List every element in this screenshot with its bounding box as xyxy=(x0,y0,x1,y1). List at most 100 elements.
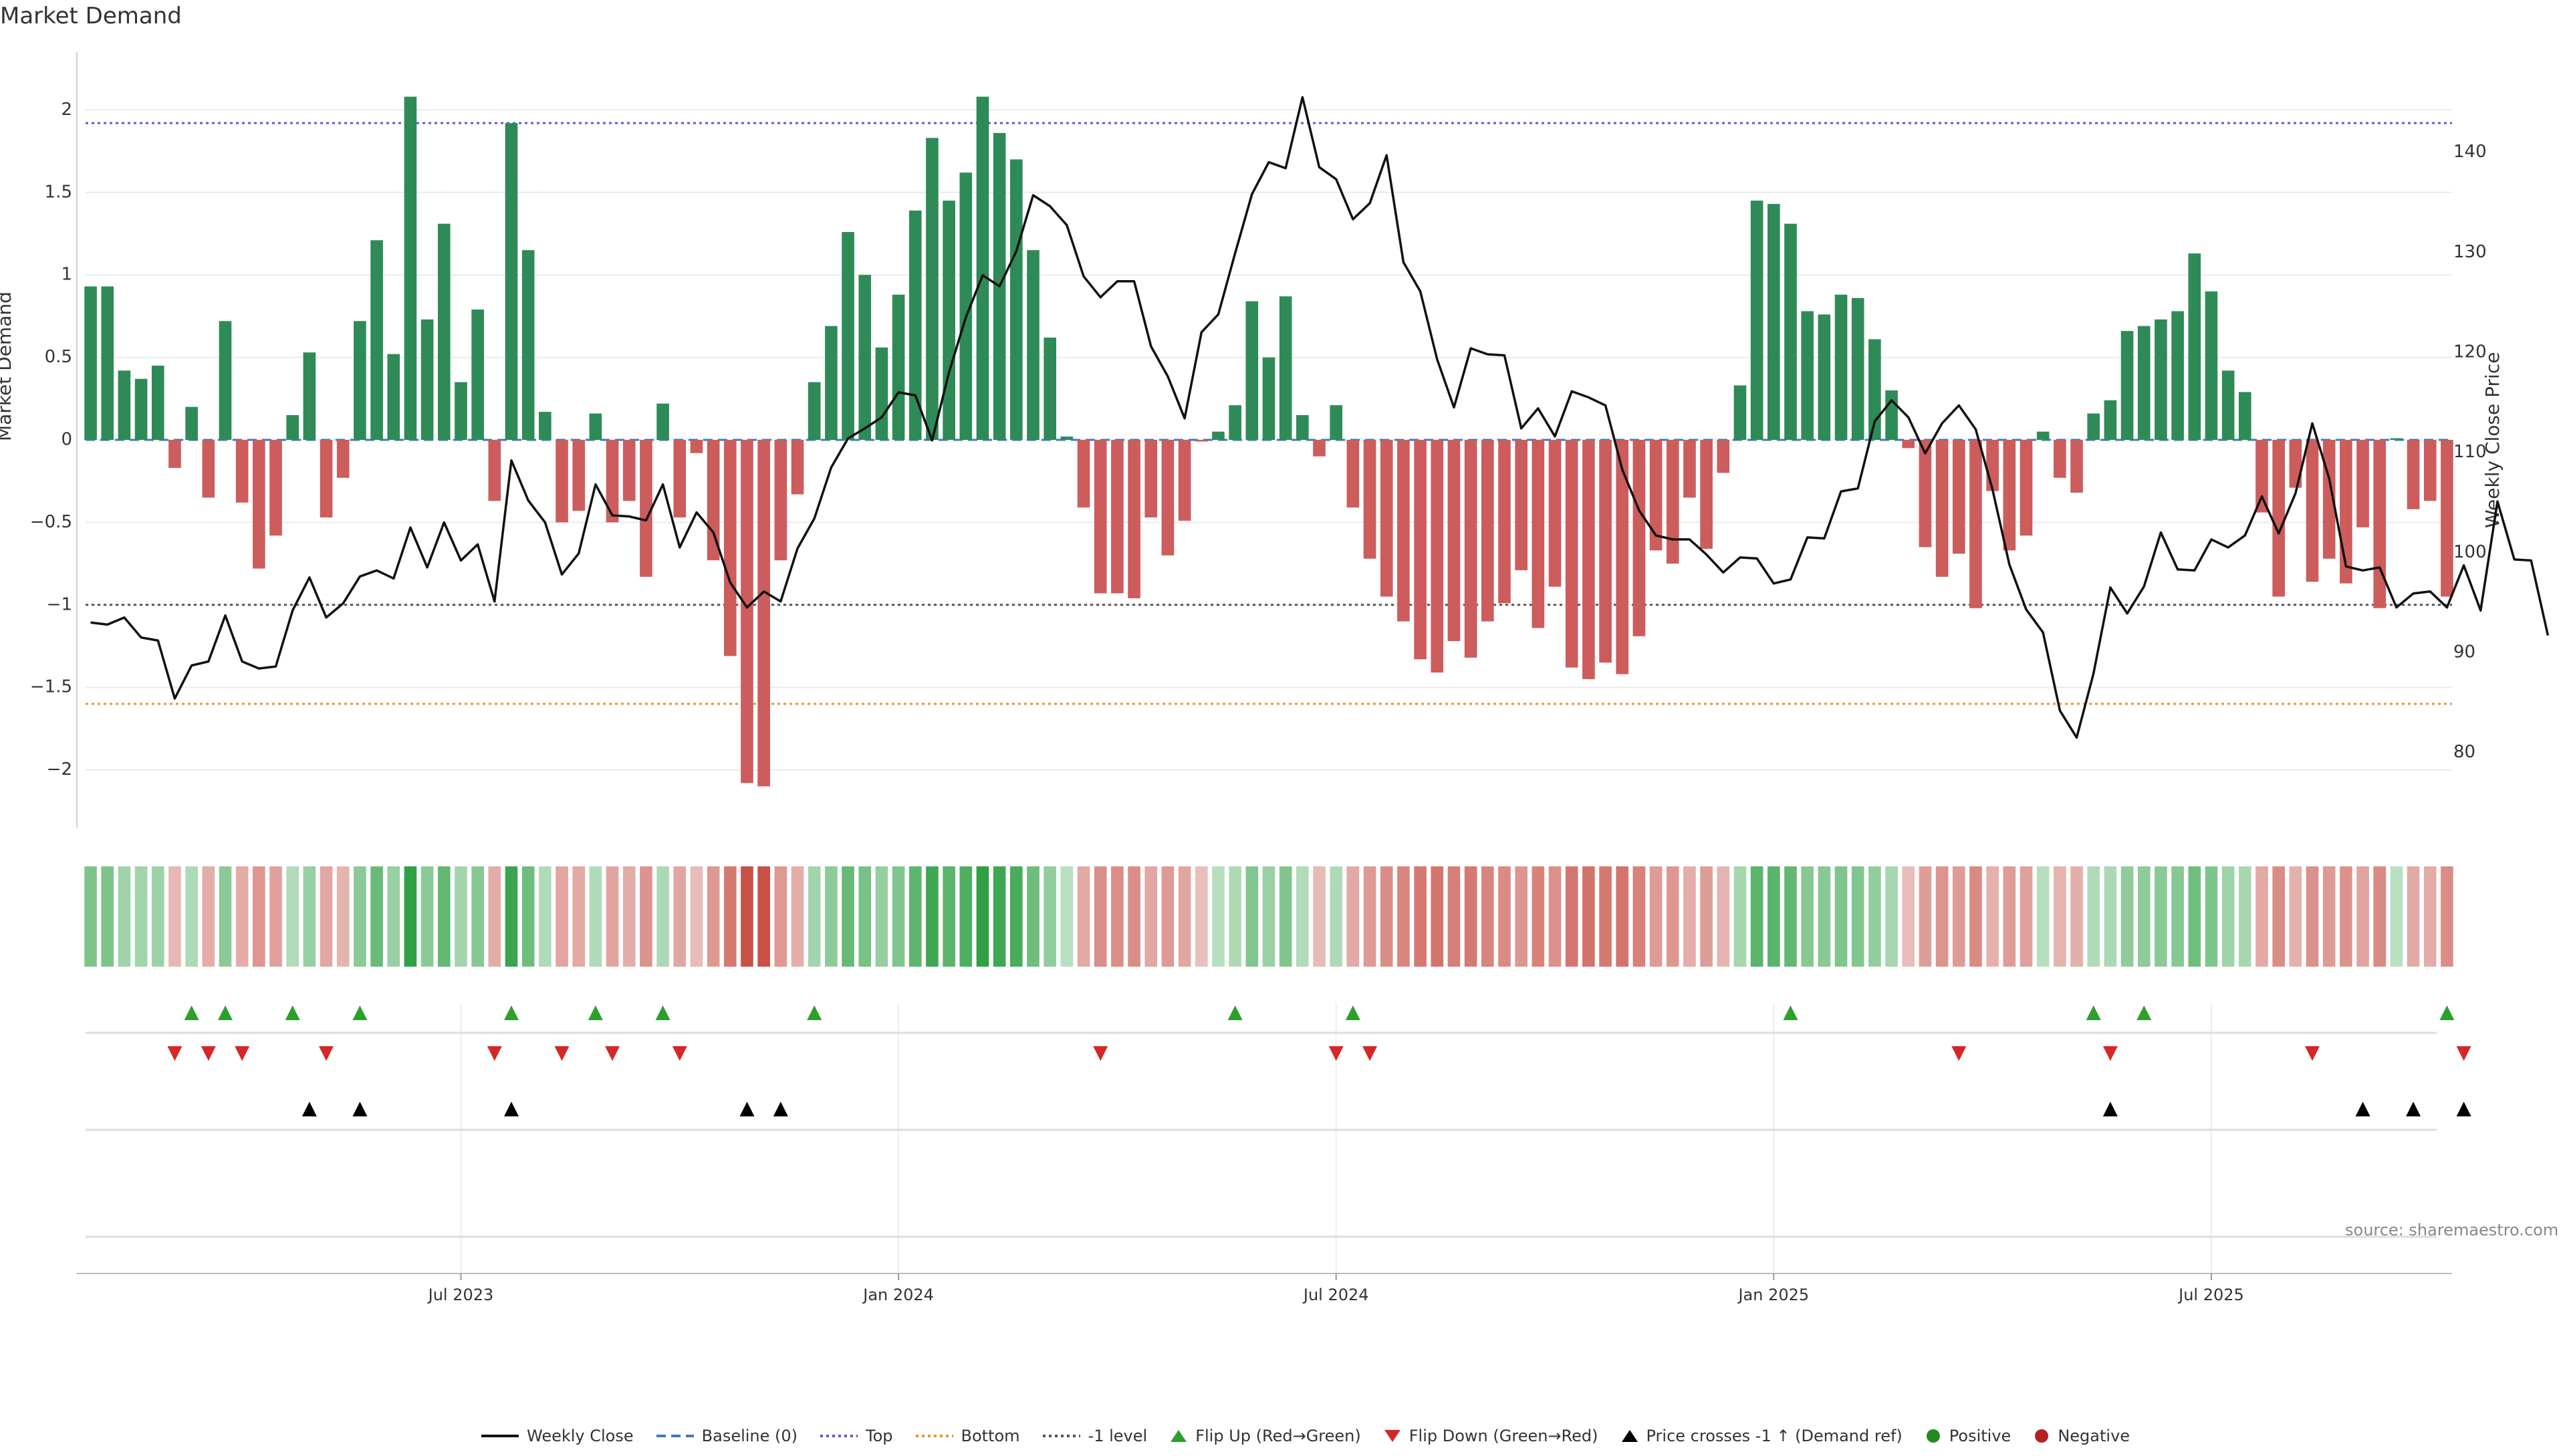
heat-strip-cell xyxy=(1363,866,1376,967)
heat-strip-cell xyxy=(1060,866,1074,967)
price-cross-marker xyxy=(2102,1102,2118,1116)
demand-bar xyxy=(404,96,417,440)
heat-strip-cell xyxy=(404,866,417,967)
heat-strip-cell xyxy=(1784,866,1797,967)
heat-strip-cell xyxy=(118,866,131,967)
heat-strip-cell xyxy=(1952,866,1965,967)
demand-bar xyxy=(2221,370,2235,440)
flip-up-marker xyxy=(1783,1005,1798,1020)
heat-strip-cell xyxy=(1565,866,1578,967)
heat-strip-cell xyxy=(2340,866,2352,967)
heat-strip-cell xyxy=(202,866,215,967)
heat-strip-cell xyxy=(1330,866,1343,967)
flip-down-marker xyxy=(1362,1046,1378,1061)
y-tick-label-left: −2 xyxy=(47,759,72,779)
legend-item-cross: Price crosses -1 ↑ (Demand ref) xyxy=(1621,1427,1903,1445)
demand-bar xyxy=(151,365,164,440)
heat-strip-cell xyxy=(1397,866,1410,967)
demand-bar xyxy=(2373,440,2387,608)
heat-strip-cell xyxy=(420,866,434,967)
legend-label-cross: Price crosses -1 ↑ (Demand ref) xyxy=(1646,1427,1903,1445)
demand-bar xyxy=(825,326,838,440)
heat-strip-cell xyxy=(1599,866,1612,967)
heat-strip-cell xyxy=(825,866,838,967)
demand-bar xyxy=(1750,201,1763,440)
heat-strip-cell xyxy=(606,866,619,967)
heat-strip-cell xyxy=(993,866,1006,967)
demand-bar xyxy=(1919,440,1932,548)
demand-bar xyxy=(1733,385,1747,440)
demand-bar xyxy=(673,440,687,517)
demand-bar xyxy=(875,347,888,440)
flip-down-marker xyxy=(235,1046,250,1061)
demand-bar xyxy=(589,413,602,440)
flip-up-marker xyxy=(1345,1005,1360,1020)
demand-bar xyxy=(1027,250,1040,440)
y-tick-label-right: 90 xyxy=(2453,642,2475,662)
heat-strip-cell xyxy=(908,866,922,967)
heat-strip-cell xyxy=(1986,866,1999,967)
heat-strip-cell xyxy=(1885,866,1898,967)
demand-bar xyxy=(808,382,821,440)
demand-bar xyxy=(420,319,434,440)
heat-strip-cell xyxy=(521,866,535,967)
heat-strip-cell xyxy=(1195,866,1208,967)
demand-bar xyxy=(2423,440,2437,501)
demand-bar xyxy=(1296,414,1309,440)
heat-strip-cell xyxy=(2087,866,2100,967)
flip-up-marker xyxy=(217,1005,233,1020)
demand-bar xyxy=(1834,294,1848,440)
heat-strip-cell xyxy=(84,866,97,967)
heat-strip-cell xyxy=(1161,866,1175,967)
legend-item-weekly-close: Weekly Close xyxy=(481,1427,634,1445)
heat-strip-cell xyxy=(2423,866,2437,967)
heat-strip-cell xyxy=(539,866,552,967)
heat-strip-cell xyxy=(1750,866,1763,967)
heat-strip-cell xyxy=(2322,866,2336,967)
demand-bar xyxy=(959,172,973,440)
heat-strip-cell xyxy=(1313,866,1326,967)
demand-bar xyxy=(2441,440,2453,597)
demand-bar xyxy=(471,310,484,440)
legend-item-bottom: Bottom xyxy=(915,1427,1020,1445)
demand-bar xyxy=(1363,440,1376,559)
heat-strip-cell xyxy=(2255,866,2268,967)
flip-down-marker xyxy=(2305,1046,2320,1061)
heat-strip-cell xyxy=(1481,866,1494,967)
demand-bar xyxy=(572,440,586,511)
flip-up-marker xyxy=(503,1005,519,1020)
demand-bar xyxy=(1632,440,1646,636)
demand-bar xyxy=(1952,440,1965,554)
demand-bar xyxy=(2171,311,2184,440)
demand-bar xyxy=(2104,400,2117,440)
demand-bar xyxy=(2238,392,2251,440)
heat-strip-cell xyxy=(1969,866,1982,967)
heat-strip-cell xyxy=(2054,866,2066,967)
heat-strip-cell xyxy=(2407,866,2420,967)
heat-strip-cell xyxy=(892,866,905,967)
demand-bar xyxy=(1447,440,1461,642)
heat-strip-cell xyxy=(1632,866,1646,967)
flip-up-marker xyxy=(588,1005,603,1020)
heat-strip-cell xyxy=(1733,866,1747,967)
y-tick-label-left: 0.5 xyxy=(45,347,72,367)
demand-bar xyxy=(1767,204,1780,440)
demand-bar xyxy=(1801,311,1814,440)
demand-bar xyxy=(1616,440,1629,675)
heat-strip-cell xyxy=(1077,866,1090,967)
demand-bar xyxy=(892,294,905,440)
demand-bar xyxy=(1851,297,1864,440)
heat-strip-cell xyxy=(505,866,518,967)
heat-strip-cell xyxy=(471,866,484,967)
demand-bar xyxy=(2255,440,2268,513)
demand-bar xyxy=(556,440,568,523)
heat-strip-cell xyxy=(2221,866,2235,967)
heat-strip-cell xyxy=(303,866,316,967)
heat-strip-cell xyxy=(2036,866,2050,967)
heat-strip-cell xyxy=(741,866,753,967)
demand-bar xyxy=(908,210,922,440)
heat-strip-cell xyxy=(757,866,770,967)
demand-bar xyxy=(269,440,282,536)
heat-strip-cell xyxy=(1464,866,1477,967)
legend-label-minus-one: -1 level xyxy=(1088,1427,1148,1445)
